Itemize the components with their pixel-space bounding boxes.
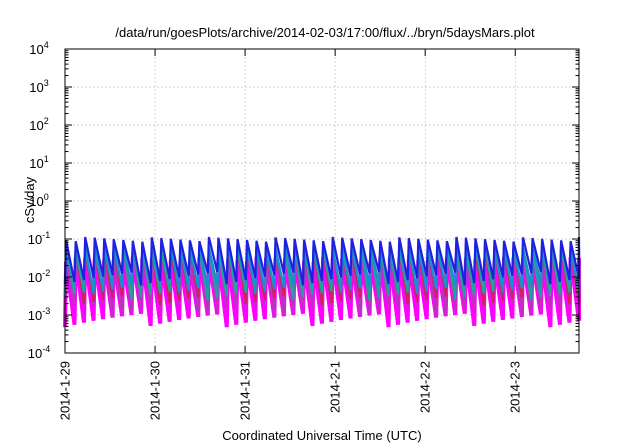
- y-tick-label: 102: [29, 116, 48, 133]
- series-line: [63, 236, 581, 286]
- x-tick-label: 2014-1-31: [238, 361, 253, 420]
- y-tick-label: 10-4: [28, 344, 50, 361]
- y-tick-label: 10-2: [28, 268, 50, 285]
- y-tick-label: 103: [29, 78, 48, 95]
- series-lines: [63, 236, 581, 328]
- y-tick-label: 104: [29, 40, 48, 57]
- x-tick-label: 2014-2-2: [418, 361, 433, 413]
- y-tick-labels: 10-4 10-3 10-2 10-1 100 101 102 103 104: [28, 40, 50, 361]
- y-tick-label: 10-1: [28, 230, 50, 247]
- y-tick-label: 101: [29, 154, 48, 171]
- x-tick-label: 2014-2-3: [508, 361, 523, 413]
- x-tick-label: 2014-1-30: [148, 361, 163, 420]
- chart-title: /data/run/goesPlots/archive/2014-02-03/1…: [115, 25, 535, 40]
- y-tick-label: 10-3: [28, 306, 50, 323]
- y-tick-label: 100: [29, 192, 48, 209]
- x-axis-title: Coordinated Universal Time (UTC): [222, 428, 421, 443]
- y-axis-title: cSv/day: [22, 176, 37, 223]
- axis-ticks: [64, 48, 579, 354]
- x-tick-label: 2014-2-1: [328, 361, 343, 413]
- x-tick-labels: 2014-1-29 2014-1-30 2014-1-31 2014-2-1 2014-…: [58, 361, 523, 420]
- x-tick-label: 2014-1-29: [58, 361, 73, 420]
